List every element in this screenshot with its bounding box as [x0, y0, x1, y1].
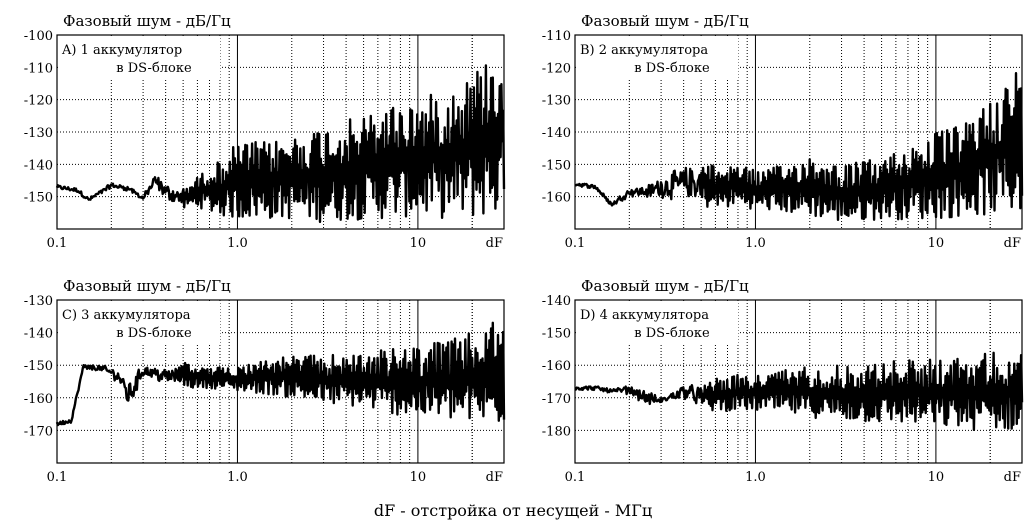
y-tick-label: -150: [542, 327, 571, 342]
y-tick-label: -150: [24, 359, 53, 374]
chart-title-a: Фазовый шум - дБ/Гц: [63, 12, 231, 30]
x-end-label: dF: [486, 236, 503, 251]
x-tick-label: 1.0: [227, 236, 248, 251]
data-trace-a: [55, 64, 506, 224]
plot-frame-c: [56, 299, 505, 464]
x-tick-label: 1.0: [745, 236, 766, 251]
plot-frame-b: [574, 34, 1023, 230]
x-tick-label: 10: [410, 470, 427, 485]
x-tick-label: 10: [928, 236, 945, 251]
annotation-box-a: [58, 36, 220, 80]
annotation-line: в DS-блоке: [634, 326, 710, 341]
x-tick-label: 10: [928, 470, 945, 485]
annotation-line: в DS-блоке: [634, 61, 710, 76]
annotation-line: B) 2 аккумулятора: [580, 43, 708, 58]
chart-title-b: Фазовый шум - дБ/Гц: [581, 12, 749, 30]
x-end-label: dF: [486, 470, 503, 485]
y-tick-label: -150: [542, 158, 571, 173]
x-tick-label: 1.0: [745, 470, 766, 485]
annotation-line: C) 3 аккумулятора: [62, 308, 191, 323]
y-tick-label: -130: [24, 126, 53, 141]
y-tick-label: -160: [24, 392, 53, 407]
annotation-line: в DS-блоке: [116, 61, 192, 76]
y-tick-label: -140: [542, 294, 571, 309]
y-tick-label: -180: [542, 424, 571, 439]
annotation-box-d: [576, 301, 738, 345]
y-tick-label: -110: [24, 61, 53, 76]
data-trace-c: [55, 321, 506, 427]
chart-title-c: Фазовый шум - дБ/Гц: [63, 277, 231, 295]
x-end-label: dF: [1004, 470, 1021, 485]
x-end-label: dF: [1004, 236, 1021, 251]
y-tick-label: -120: [542, 61, 571, 76]
plot-frame-a: [56, 34, 505, 230]
y-tick-label: -100: [24, 29, 53, 44]
y-tick-label: -140: [542, 126, 571, 141]
y-tick-label: -160: [542, 359, 571, 374]
chart-panel-d: D) 4 аккумулятора в DS-блоке Фазовый шум -…: [542, 277, 1024, 485]
chart-panel-c: C) 3 аккумулятора в DS-блоке Фазовый шум -…: [24, 277, 506, 485]
x-tick-label: 0.1: [47, 236, 68, 251]
figure-xlabel: dF - отстройка от несущей - МГц: [374, 501, 652, 520]
y-tick-label: -140: [24, 327, 53, 342]
annotation-line: D) 4 аккумулятора: [580, 308, 709, 323]
x-tick-label: 1.0: [227, 470, 248, 485]
y-tick-label: -140: [24, 158, 53, 173]
y-tick-label: -160: [542, 191, 571, 206]
x-tick-label: 0.1: [565, 470, 586, 485]
plot-frame-d: [574, 299, 1023, 464]
y-tick-label: -120: [24, 94, 53, 109]
y-tick-label: -170: [24, 424, 53, 439]
y-tick-label: -130: [542, 94, 571, 109]
annotation-box-b: [576, 36, 738, 80]
annotation-line: A) 1 аккумулятор: [61, 43, 182, 58]
y-tick-label: -110: [542, 29, 571, 44]
x-tick-label: 10: [410, 236, 427, 251]
x-tick-label: 0.1: [47, 470, 68, 485]
y-tick-label: -130: [24, 294, 53, 309]
y-tick-label: -170: [542, 392, 571, 407]
data-trace-d: [574, 351, 1024, 431]
chart-title-d: Фазовый шум - дБ/Гц: [581, 277, 749, 295]
y-tick-label: -150: [24, 191, 53, 206]
chart-panel-a: A) 1 аккумулятор в DS-блоке Фазовый шум - …: [24, 12, 506, 251]
chart-panel-b: B) 2 аккумулятора в DS-блоке Фазовый шум -…: [542, 12, 1024, 251]
annotation-line: в DS-блоке: [116, 326, 192, 341]
data-trace-b: [574, 72, 1024, 221]
annotation-box-c: [58, 301, 220, 345]
x-tick-label: 0.1: [565, 236, 586, 251]
